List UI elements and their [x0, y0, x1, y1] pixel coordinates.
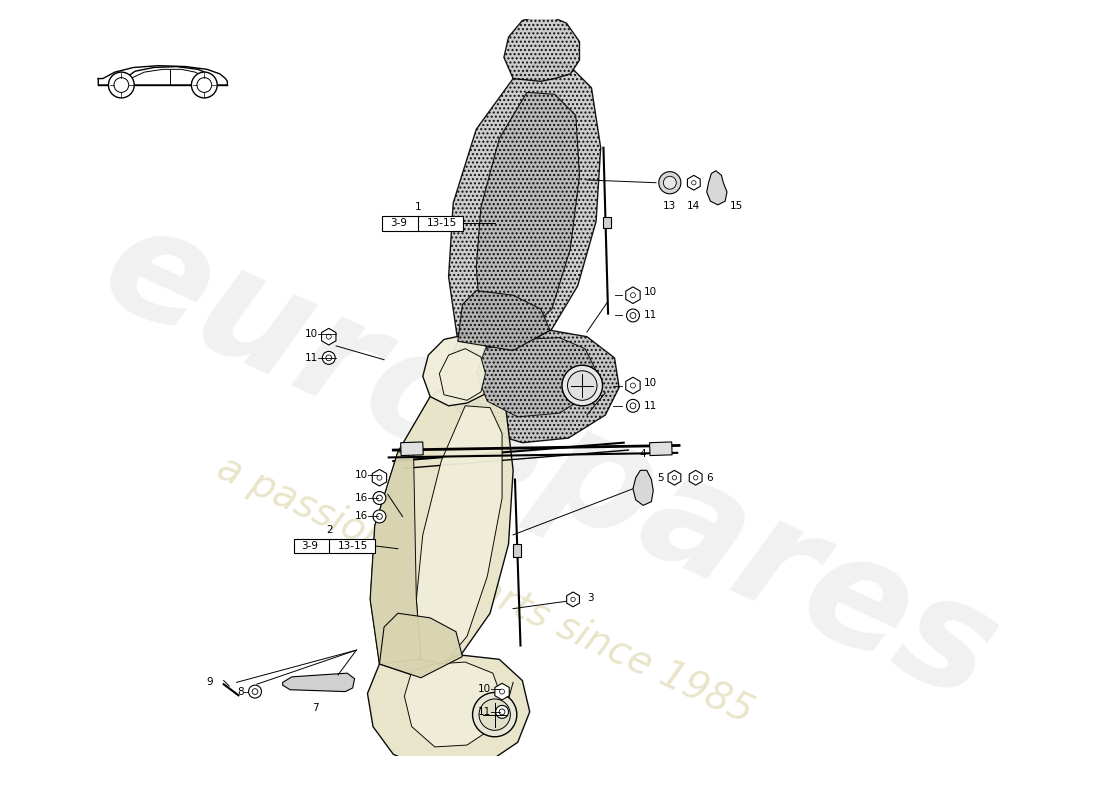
Text: 8: 8	[238, 686, 244, 697]
Polygon shape	[458, 290, 550, 350]
Circle shape	[197, 78, 211, 92]
Text: 1: 1	[415, 202, 421, 212]
Text: a passion for parts since 1985: a passion for parts since 1985	[211, 449, 760, 731]
Text: 10: 10	[305, 329, 318, 339]
Circle shape	[663, 176, 676, 189]
Circle shape	[562, 366, 603, 406]
FancyBboxPatch shape	[382, 216, 463, 230]
Circle shape	[249, 685, 262, 698]
Circle shape	[499, 689, 505, 694]
Polygon shape	[706, 170, 727, 205]
Circle shape	[191, 72, 217, 98]
Text: 13-15: 13-15	[427, 218, 456, 228]
Circle shape	[373, 491, 386, 505]
Circle shape	[114, 78, 129, 92]
Circle shape	[376, 495, 383, 501]
Polygon shape	[321, 328, 336, 345]
Circle shape	[568, 370, 597, 400]
Text: 7: 7	[311, 702, 318, 713]
Polygon shape	[495, 683, 509, 700]
Text: 4: 4	[640, 450, 647, 459]
Text: 2: 2	[326, 525, 332, 535]
Text: 5: 5	[657, 473, 663, 482]
Text: 11: 11	[305, 353, 318, 363]
Text: 14: 14	[688, 201, 701, 211]
Polygon shape	[688, 175, 701, 190]
Text: eurospares: eurospares	[80, 190, 1020, 733]
Circle shape	[376, 514, 383, 519]
Polygon shape	[566, 592, 580, 606]
Circle shape	[692, 181, 696, 185]
Text: 13: 13	[663, 201, 676, 211]
Text: 3-9: 3-9	[389, 218, 407, 228]
Polygon shape	[372, 470, 386, 486]
Circle shape	[571, 597, 575, 602]
Circle shape	[630, 313, 636, 318]
Circle shape	[630, 383, 636, 388]
Circle shape	[630, 293, 636, 298]
Bar	[564, 774, 582, 788]
Polygon shape	[626, 378, 640, 394]
Polygon shape	[422, 335, 495, 406]
Circle shape	[109, 72, 134, 98]
Circle shape	[322, 351, 335, 364]
Polygon shape	[444, 330, 619, 442]
Bar	[306, 774, 324, 788]
Text: 16: 16	[355, 511, 368, 522]
Bar	[650, 442, 672, 455]
Text: 11: 11	[644, 310, 658, 321]
Circle shape	[473, 693, 517, 737]
Circle shape	[672, 475, 676, 480]
FancyBboxPatch shape	[294, 538, 375, 554]
Text: 10: 10	[477, 684, 491, 694]
Polygon shape	[690, 470, 702, 485]
Text: 6: 6	[706, 473, 713, 482]
Text: 13-15: 13-15	[338, 541, 368, 551]
Text: 11: 11	[644, 401, 658, 411]
Text: 10: 10	[355, 470, 368, 480]
Text: 10: 10	[644, 378, 657, 388]
Polygon shape	[416, 406, 502, 664]
Bar	[604, 217, 611, 228]
Text: 11: 11	[477, 707, 491, 717]
Polygon shape	[405, 662, 502, 747]
Polygon shape	[379, 614, 462, 678]
Polygon shape	[371, 452, 421, 664]
Circle shape	[693, 475, 697, 480]
Polygon shape	[367, 654, 530, 773]
Text: 15: 15	[729, 201, 743, 211]
Circle shape	[478, 699, 510, 730]
Polygon shape	[632, 470, 653, 506]
Circle shape	[659, 172, 681, 194]
Polygon shape	[476, 338, 596, 417]
Circle shape	[499, 709, 505, 714]
Polygon shape	[668, 470, 681, 485]
Polygon shape	[449, 60, 601, 350]
Circle shape	[252, 689, 257, 694]
Bar	[400, 442, 424, 455]
Circle shape	[373, 510, 386, 523]
Polygon shape	[371, 380, 513, 678]
Polygon shape	[283, 673, 354, 691]
Polygon shape	[439, 349, 485, 400]
Circle shape	[326, 355, 332, 361]
Polygon shape	[626, 287, 640, 303]
Text: 3-9: 3-9	[301, 541, 318, 551]
Circle shape	[627, 399, 639, 412]
Bar	[513, 544, 521, 557]
Text: 3: 3	[587, 593, 594, 602]
Circle shape	[627, 309, 639, 322]
Text: 16: 16	[355, 493, 368, 503]
Circle shape	[630, 403, 636, 409]
Polygon shape	[476, 92, 580, 332]
Text: 10: 10	[644, 287, 657, 298]
Circle shape	[327, 334, 331, 339]
Text: 9: 9	[206, 678, 212, 687]
Circle shape	[496, 706, 508, 718]
Circle shape	[377, 475, 382, 480]
Polygon shape	[504, 14, 580, 82]
